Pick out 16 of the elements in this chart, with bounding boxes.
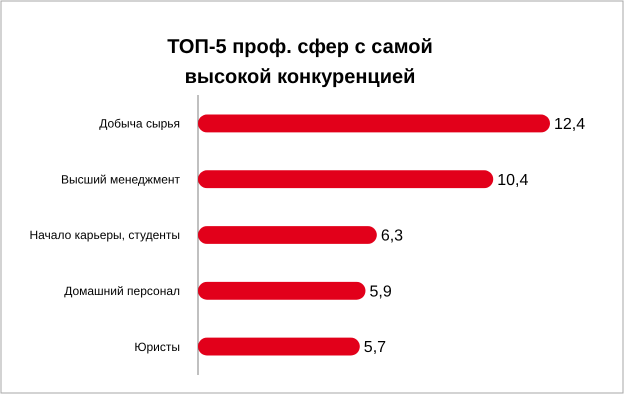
data-label: 6,3 (380, 228, 404, 245)
y-tick-label: Высший менеджмент (60, 172, 180, 186)
y-tick-label: Юристы (134, 340, 180, 354)
bar (198, 226, 377, 244)
data-label: 12,4 (554, 116, 586, 134)
bar (198, 170, 494, 188)
data-label: 5,9 (369, 283, 392, 300)
bar (198, 338, 360, 356)
data-label: 5,7 (364, 339, 386, 356)
chart-title: ТОП-5 проф. сфер с самой высокой конкуренцией (167, 36, 433, 88)
y-tick-label: Добыча сырья (99, 116, 180, 131)
y-tick-label: Домашний персонал (64, 284, 180, 298)
y-tick-label: Начало карьеры, студенты (29, 228, 180, 242)
bar (198, 282, 366, 300)
data-label: 10,4 (497, 172, 528, 189)
bar (198, 114, 550, 132)
